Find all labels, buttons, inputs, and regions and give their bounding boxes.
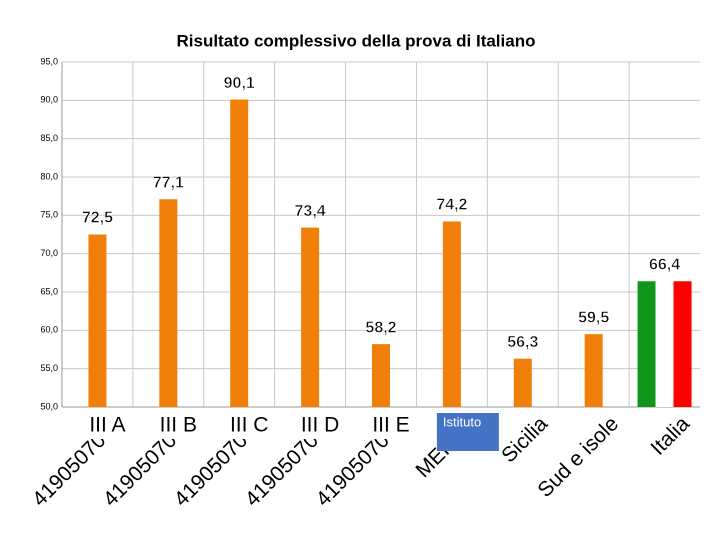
annotation: Istituto	[443, 414, 481, 429]
value-label: 58,2	[365, 319, 396, 336]
annotation: III D	[301, 414, 340, 437]
y-tick-label: 55,0	[40, 363, 58, 373]
annotation: III C	[230, 414, 269, 437]
value-label: 74,2	[436, 197, 467, 214]
bar	[637, 281, 692, 407]
bar	[372, 344, 390, 407]
bar	[584, 334, 603, 407]
bar	[442, 221, 461, 407]
annotation-box	[436, 413, 499, 451]
annotation-box	[361, 413, 421, 439]
annotation-box	[77, 413, 138, 439]
annotation: III B	[160, 414, 197, 437]
y-tick-label: 85,0	[40, 133, 58, 143]
y-tick-label: 60,0	[40, 325, 58, 335]
bar	[159, 199, 178, 407]
y-tick-label: 75,0	[40, 210, 58, 220]
bar	[513, 358, 532, 407]
chart-title: Risultato complessivo della prova di Ita…	[177, 31, 536, 50]
x-tick-label: Italia	[646, 412, 694, 460]
x-tick-label: Sicilia	[497, 412, 552, 467]
annotation-box	[290, 413, 351, 439]
value-label: 72,5	[82, 210, 113, 227]
bar	[301, 227, 320, 407]
value-label: 77,1	[153, 174, 184, 191]
y-tick-label: 65,0	[40, 286, 58, 296]
bar	[88, 234, 107, 407]
annotation: III A	[89, 414, 125, 437]
bar	[230, 99, 249, 408]
annotation-box	[219, 413, 280, 439]
y-tick-label: 50,0	[40, 401, 58, 411]
annotation-box	[148, 413, 209, 439]
value-label: 66,4	[649, 256, 680, 273]
y-tick-label: 95,0	[40, 56, 58, 66]
y-tick-label: 90,0	[40, 95, 58, 105]
value-label: 56,3	[507, 334, 538, 351]
annotation: III E	[372, 414, 409, 437]
value-label: 73,4	[295, 203, 326, 220]
y-tick-label: 70,0	[40, 248, 58, 258]
value-label: 90,1	[224, 75, 255, 92]
y-tick-label: 80,0	[40, 171, 58, 181]
value-label: 59,5	[578, 309, 609, 326]
